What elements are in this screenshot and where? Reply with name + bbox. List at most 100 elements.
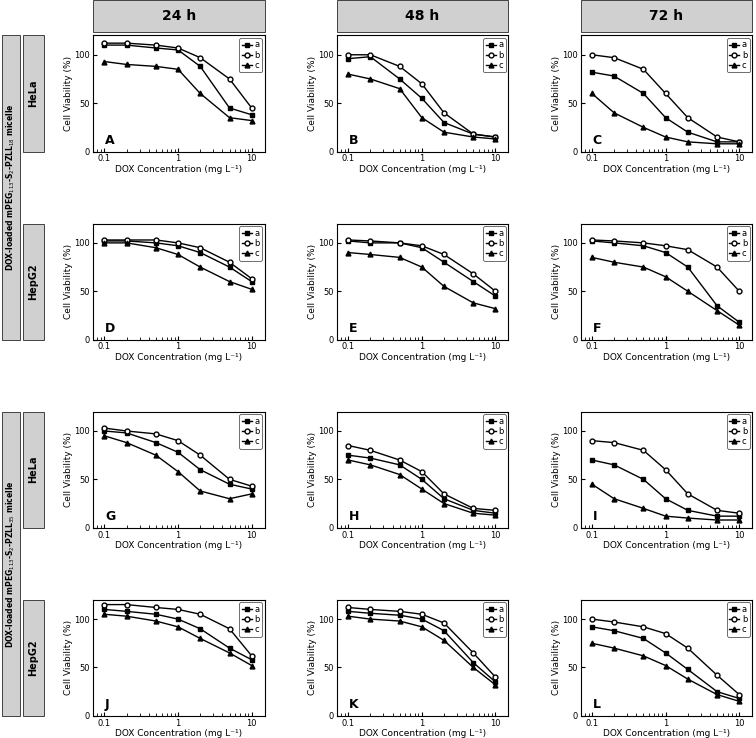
Line: c: c: [102, 59, 254, 123]
b: [439, 618, 448, 627]
Y-axis label: Cell Viability (%): Cell Viability (%): [552, 432, 561, 507]
Y-axis label: Cell Viability (%): Cell Viability (%): [308, 620, 317, 695]
Line: b: b: [102, 426, 254, 489]
Line: b: b: [345, 52, 498, 139]
Line: a: a: [345, 238, 498, 299]
a: [661, 649, 670, 658]
a: [174, 241, 183, 250]
Y-axis label: Cell Viability (%): Cell Viability (%): [552, 56, 561, 131]
c: [735, 139, 744, 148]
Legend: a, b, c: a, b, c: [727, 226, 750, 261]
a: [196, 62, 205, 71]
c: [587, 253, 596, 262]
b: [735, 287, 744, 296]
Line: b: b: [345, 605, 498, 680]
Line: c: c: [345, 614, 498, 687]
c: [395, 84, 404, 93]
a: [122, 236, 131, 245]
c: [122, 238, 131, 247]
b: [196, 610, 205, 618]
b: [639, 65, 648, 74]
a: [469, 506, 478, 515]
c: [609, 108, 618, 117]
a: [587, 236, 596, 245]
a: [491, 508, 500, 517]
b: [122, 38, 131, 47]
Line: c: c: [102, 241, 254, 292]
Legend: a, b, c: a, b, c: [240, 226, 262, 261]
a: [683, 263, 692, 272]
a: [735, 137, 744, 146]
c: [196, 634, 205, 643]
a: [439, 627, 448, 635]
a: [225, 263, 234, 272]
b: [395, 607, 404, 615]
b: [417, 80, 426, 89]
Line: b: b: [102, 41, 254, 111]
Line: b: b: [590, 238, 742, 294]
X-axis label: DOX Concentration (mg L⁻¹): DOX Concentration (mg L⁻¹): [603, 165, 730, 173]
Y-axis label: Cell Viability (%): Cell Viability (%): [552, 620, 561, 695]
c: [174, 467, 183, 476]
X-axis label: DOX Concentration (mg L⁻¹): DOX Concentration (mg L⁻¹): [603, 353, 730, 362]
c: [469, 133, 478, 142]
X-axis label: DOX Concentration (mg L⁻¹): DOX Concentration (mg L⁻¹): [603, 541, 730, 550]
a: [247, 485, 256, 494]
b: [639, 238, 648, 247]
c: [417, 622, 426, 631]
X-axis label: DOX Concentration (mg L⁻¹): DOX Concentration (mg L⁻¹): [115, 353, 243, 362]
a: [683, 128, 692, 137]
b: [683, 113, 692, 122]
b: [587, 50, 596, 59]
Line: a: a: [345, 609, 498, 684]
Text: B: B: [349, 134, 358, 147]
b: [735, 508, 744, 517]
Legend: a, b, c: a, b, c: [240, 38, 262, 72]
Line: b: b: [590, 52, 742, 145]
X-axis label: DOX Concentration (mg L⁻¹): DOX Concentration (mg L⁻¹): [115, 165, 243, 173]
a: [395, 461, 404, 469]
b: [122, 427, 131, 435]
b: [439, 108, 448, 117]
Text: 48 h: 48 h: [405, 9, 440, 23]
Line: a: a: [590, 624, 742, 701]
c: [344, 69, 353, 78]
Line: c: c: [345, 458, 498, 517]
c: [439, 128, 448, 137]
Legend: a, b, c: a, b, c: [727, 414, 750, 449]
Line: c: c: [590, 255, 742, 328]
b: [174, 436, 183, 445]
c: [174, 250, 183, 259]
a: [713, 687, 722, 696]
Text: I: I: [593, 510, 597, 523]
c: [122, 60, 131, 69]
b: [151, 430, 160, 438]
b: [151, 41, 160, 49]
Line: b: b: [345, 443, 498, 513]
b: [469, 130, 478, 139]
b: [417, 467, 426, 476]
Line: a: a: [590, 238, 742, 325]
b: [225, 475, 234, 484]
Text: HeLa: HeLa: [28, 456, 39, 483]
a: [366, 609, 375, 618]
b: [735, 137, 744, 146]
a: [735, 318, 744, 327]
a: [683, 506, 692, 515]
a: [122, 41, 131, 49]
b: [344, 235, 353, 244]
Text: 72 h: 72 h: [649, 9, 683, 23]
a: [683, 665, 692, 674]
c: [344, 455, 353, 464]
a: [609, 627, 618, 635]
c: [469, 663, 478, 672]
c: [683, 675, 692, 683]
a: [417, 94, 426, 103]
b: [100, 600, 109, 609]
c: [196, 89, 205, 98]
a: [196, 624, 205, 633]
a: [639, 89, 648, 98]
a: [639, 634, 648, 643]
c: [225, 113, 234, 122]
a: [639, 475, 648, 484]
